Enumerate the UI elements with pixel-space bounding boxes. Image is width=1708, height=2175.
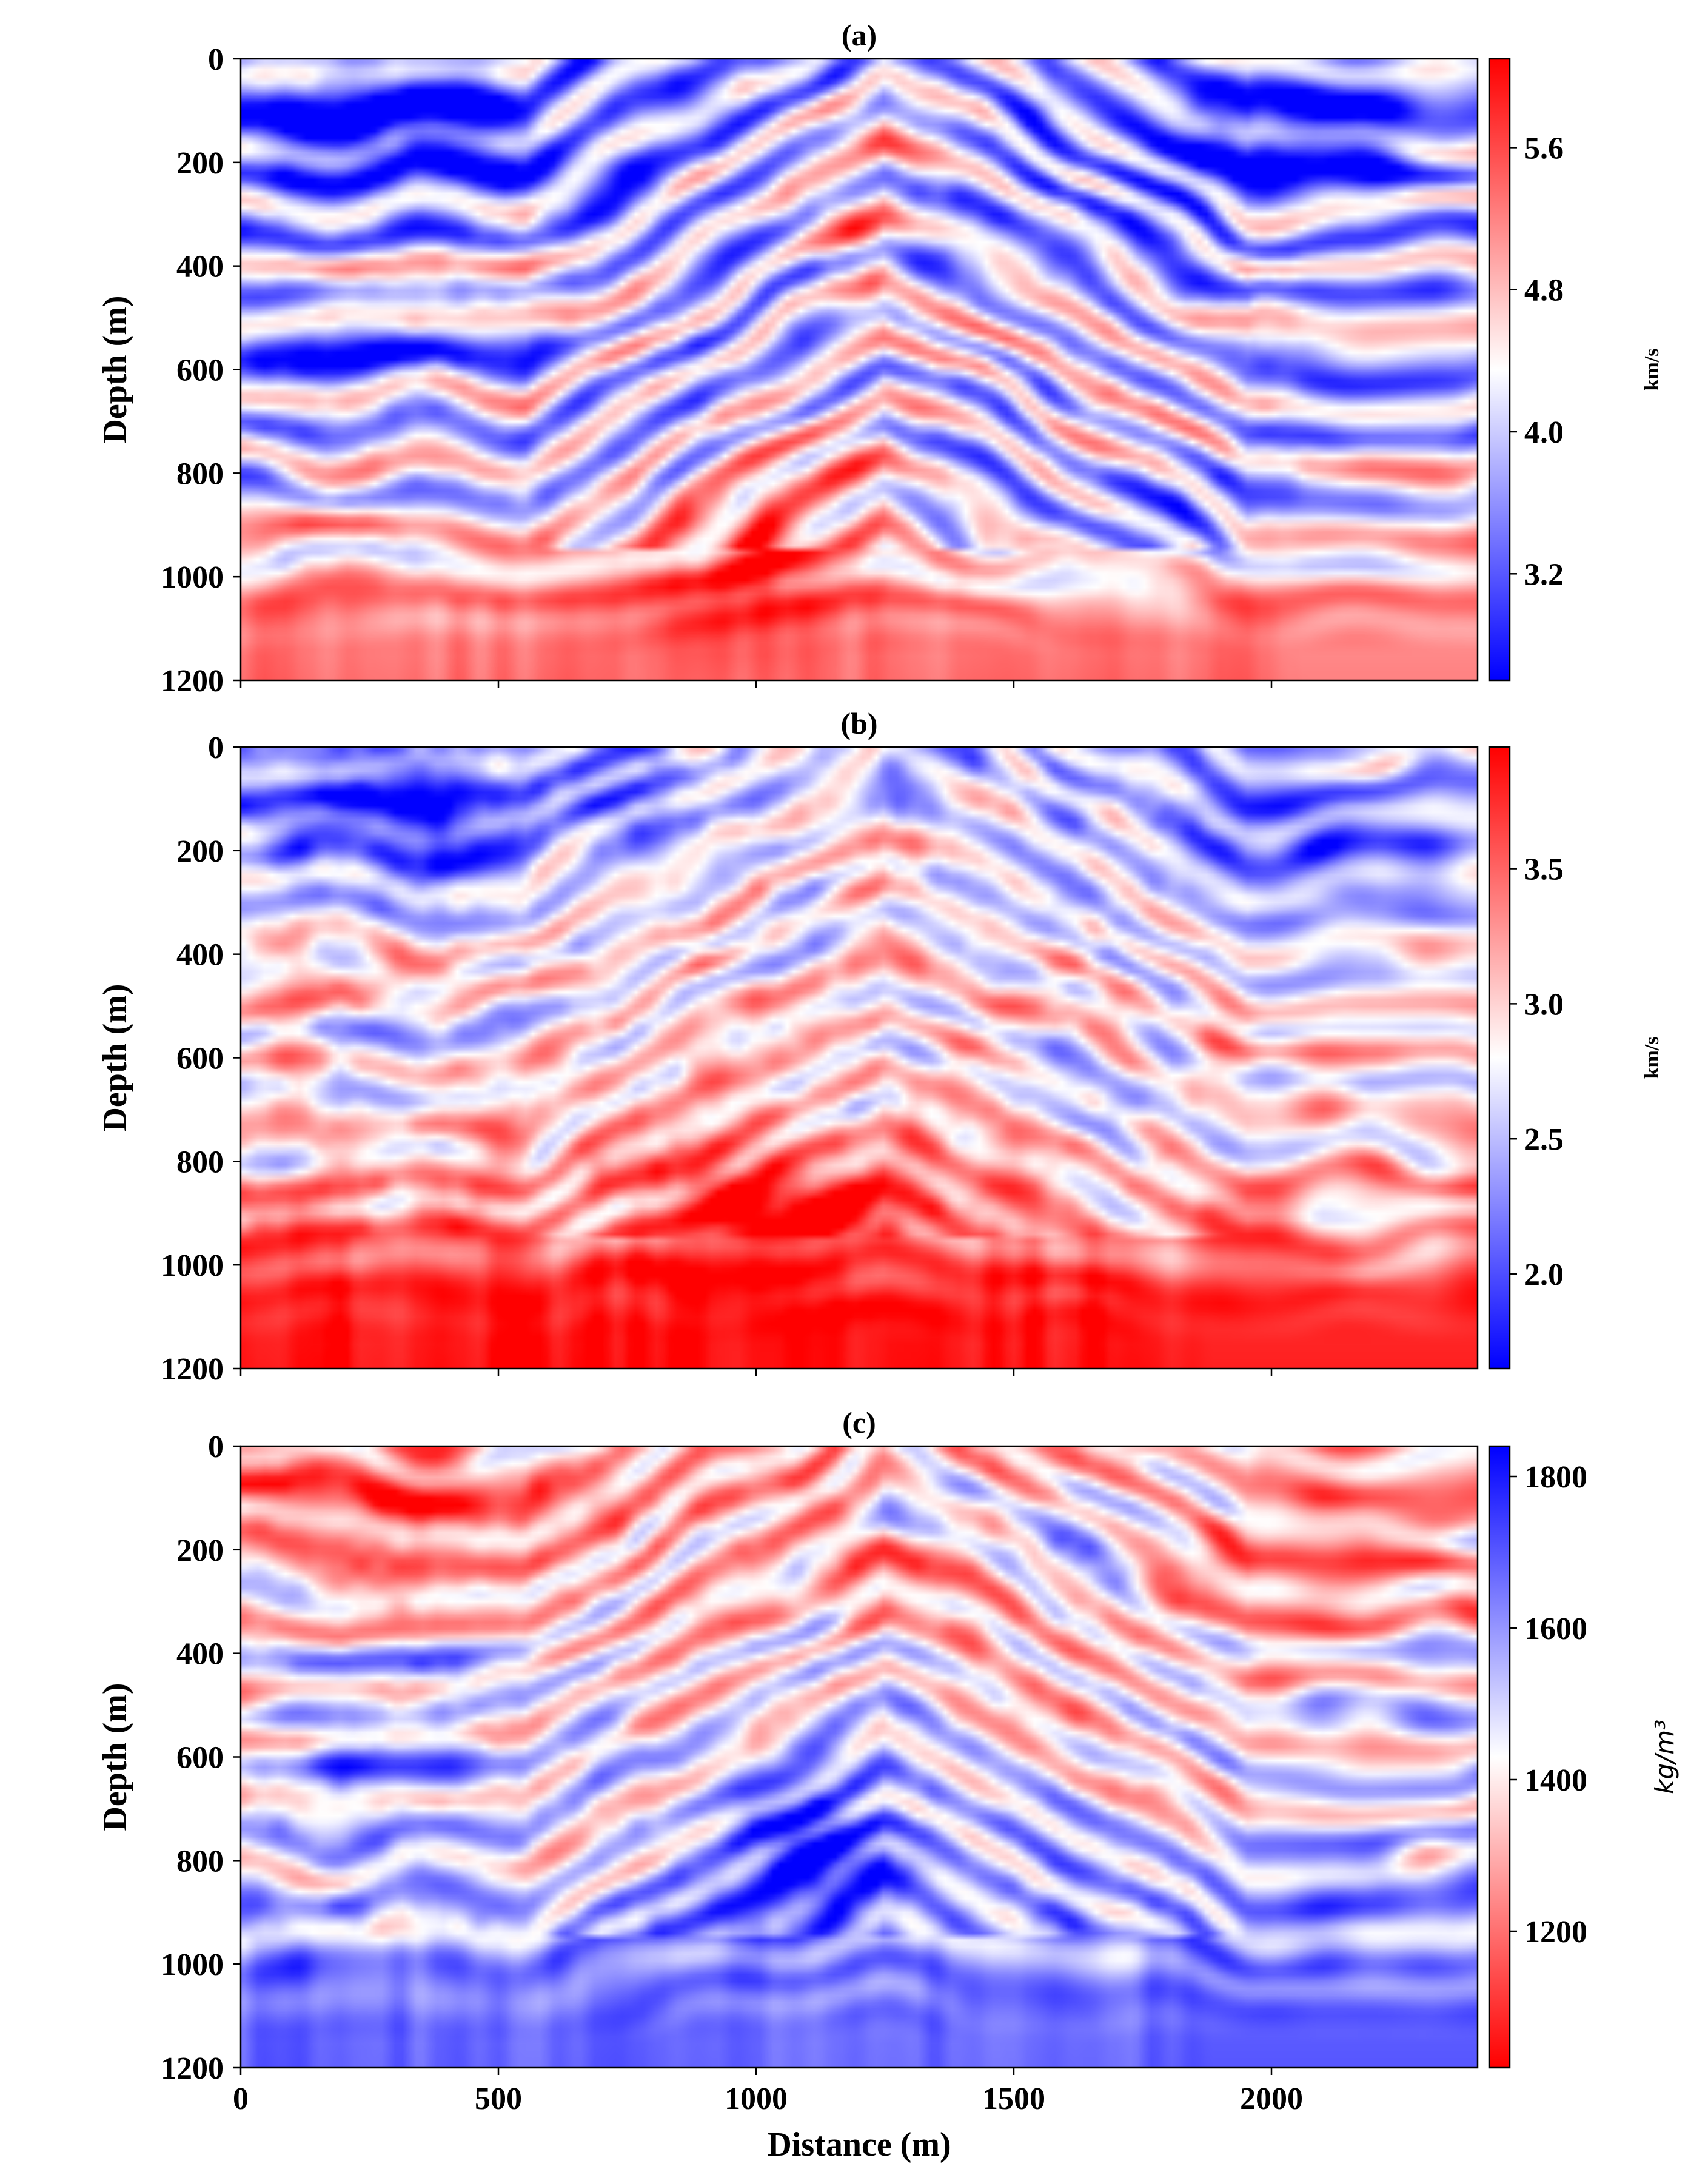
colorbar: 1200 1400 1600 1800 kg/m³ xyxy=(1488,1445,1680,2069)
colorbar-tick-label: 1200 xyxy=(1524,1915,1587,1949)
colorbar-label: km/s xyxy=(1641,1037,1663,1079)
y-tick-label: 1200 xyxy=(161,1352,224,1387)
colorbar-tick-label: 5.6 xyxy=(1524,131,1564,166)
colorbar-tick-label: 1600 xyxy=(1524,1612,1587,1646)
heatmap-image xyxy=(241,747,1478,1369)
y-axis-label: Depth (m) xyxy=(96,984,134,1131)
colorbar-gradient xyxy=(1488,1445,1511,2069)
colorbar-tick-label: 3.0 xyxy=(1524,987,1564,1022)
y-tick-label: 1000 xyxy=(161,1948,224,1982)
panel-1: (a) 0 200 400 600 800 1000 1200 Depth (m) 3.2 4.0 4… xyxy=(96,18,1663,699)
y-tick-label: 1000 xyxy=(161,1248,224,1283)
colorbar-label: km/s xyxy=(1641,349,1663,391)
y-tick-label: 1200 xyxy=(161,664,224,699)
heatmap-image xyxy=(241,1446,1478,2068)
colorbar-tick-label: 3.2 xyxy=(1524,557,1564,592)
colorbar: 3.2 4.0 4.8 5.6 km/s xyxy=(1488,58,1663,682)
y-tick-label: 800 xyxy=(176,1844,224,1878)
y-tick-label: 600 xyxy=(176,1741,224,1775)
colorbar-tick-label: 4.8 xyxy=(1524,273,1564,308)
y-tick-label: 400 xyxy=(176,250,224,284)
colorbar-gradient xyxy=(1488,58,1511,682)
x-tick-label: 1500 xyxy=(982,2082,1045,2116)
y-tick-label: 0 xyxy=(208,1430,224,1464)
x-axis-label: Distance (m) xyxy=(767,2126,951,2163)
y-tick-label: 0 xyxy=(208,42,224,77)
y-tick-label: 800 xyxy=(176,457,224,491)
panel-3: (c) 0 200 400 600 800 1000 1200 Depth (m) 0 500 100… xyxy=(96,1406,1680,2163)
y-tick-label: 600 xyxy=(176,1042,224,1076)
y-tick-label: 0 xyxy=(208,731,224,765)
y-tick-label: 200 xyxy=(176,834,224,869)
colorbar-tick-label: 2.5 xyxy=(1524,1122,1564,1157)
panel-title: (b) xyxy=(840,706,877,740)
colorbar-tick-label: 3.5 xyxy=(1524,853,1564,887)
colorbar-gradient xyxy=(1488,746,1511,1370)
x-tick-label: 0 xyxy=(233,2082,249,2116)
heatmap-image xyxy=(241,59,1478,680)
panel-title: (c) xyxy=(842,1406,876,1439)
y-axis-label: Depth (m) xyxy=(96,295,134,443)
y-tick-label: 400 xyxy=(176,1637,224,1672)
colorbar-tick-label: 1400 xyxy=(1524,1763,1587,1798)
y-tick-label: 800 xyxy=(176,1145,224,1179)
x-tick-label: 2000 xyxy=(1240,2082,1303,2116)
y-tick-label: 1200 xyxy=(161,2051,224,2086)
y-tick-label: 200 xyxy=(176,1533,224,1568)
x-tick-label: 500 xyxy=(475,2082,522,2116)
colorbar: 2.0 2.5 3.0 3.5 km/s xyxy=(1488,746,1663,1370)
panel-2: (b) 0 200 400 600 800 1000 1200 Depth (m) 2.0 2.5 3… xyxy=(96,706,1663,1387)
y-tick-label: 600 xyxy=(176,354,224,388)
y-tick-label: 400 xyxy=(176,938,224,973)
y-axis-label: Depth (m) xyxy=(96,1683,134,1831)
x-tick-label: 1000 xyxy=(725,2082,788,2116)
colorbar-tick-label: 1800 xyxy=(1524,1460,1587,1495)
colorbar-tick-label: 4.0 xyxy=(1524,415,1564,450)
colorbar-label: kg/m³ xyxy=(1650,1720,1680,1794)
panel-title: (a) xyxy=(842,18,877,52)
colorbar-tick-label: 2.0 xyxy=(1524,1258,1564,1292)
y-tick-label: 1000 xyxy=(161,560,224,595)
y-tick-label: 200 xyxy=(176,146,224,181)
